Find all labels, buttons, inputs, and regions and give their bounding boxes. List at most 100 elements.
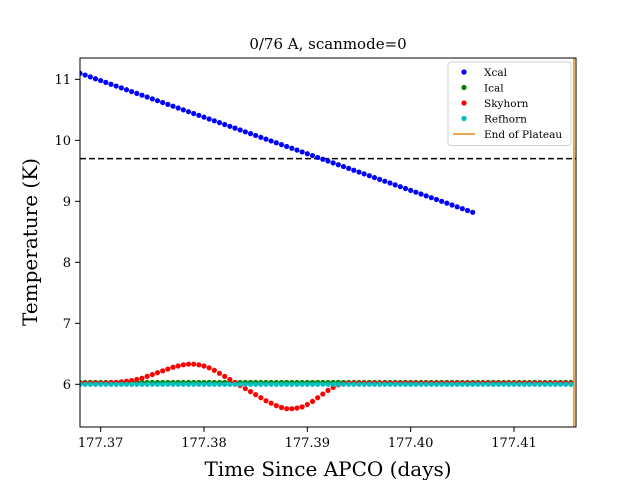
data-point	[335, 162, 341, 168]
data-point	[464, 381, 471, 387]
legend-item-skyhorn: Skyhorn	[461, 98, 529, 110]
data-point	[92, 76, 99, 82]
legend-label: End of Plateau	[484, 129, 562, 141]
legend-item-end-of-plateau: End of Plateau	[453, 129, 562, 141]
data-point	[377, 381, 383, 387]
data-point	[289, 381, 295, 387]
data-point	[423, 381, 429, 387]
data-point	[253, 392, 259, 398]
legend: Xcal Ical Skyhorn Refhorn End of Plateau	[447, 61, 572, 146]
data-point	[289, 145, 295, 151]
data-point	[356, 381, 362, 387]
data-point	[165, 381, 171, 387]
legend-label: Ical	[484, 82, 504, 94]
data-point	[304, 151, 310, 157]
legend-marker	[461, 69, 467, 75]
data-point	[361, 171, 367, 177]
data-point	[521, 381, 527, 387]
data-point	[98, 77, 104, 84]
data-point	[154, 370, 161, 376]
data-point	[134, 376, 140, 383]
data-point	[402, 381, 409, 387]
data-point	[346, 165, 352, 171]
data-point	[408, 381, 414, 387]
data-point	[351, 381, 357, 387]
data-point	[258, 134, 264, 140]
data-point	[568, 381, 574, 387]
y-tick-label: 8	[63, 256, 71, 271]
data-point	[134, 90, 140, 96]
data-point	[284, 406, 290, 412]
data-point	[180, 381, 186, 387]
data-point	[222, 373, 228, 379]
x-axis-title: Time Since APCO (days)	[204, 457, 451, 480]
data-point	[387, 180, 393, 186]
data-point	[139, 381, 145, 387]
legend-item-refhorn: Refhorn	[461, 113, 527, 125]
data-point	[242, 381, 248, 387]
data-point	[103, 79, 109, 85]
data-point	[206, 365, 212, 371]
data-point	[108, 381, 114, 387]
y-tick-label: 11	[54, 73, 71, 88]
data-point	[299, 404, 305, 410]
data-point	[413, 189, 419, 195]
data-point	[201, 381, 207, 387]
data-point	[320, 391, 326, 397]
data-point	[154, 381, 161, 387]
data-point	[506, 381, 512, 387]
data-point	[113, 83, 119, 89]
plot-frame	[79, 57, 577, 428]
data-point	[454, 204, 460, 210]
data-point	[242, 385, 248, 392]
data-point	[103, 381, 109, 387]
y-axis: 6 7 8 9 10 11	[54, 73, 80, 393]
data-point	[185, 381, 192, 387]
data-point	[263, 136, 269, 142]
data-point	[170, 364, 176, 370]
data-point	[470, 209, 476, 215]
data-point	[118, 381, 124, 387]
data-point	[304, 401, 310, 408]
data-point	[206, 381, 212, 387]
data-point	[196, 112, 202, 118]
data-point	[80, 70, 83, 76]
data-point	[433, 381, 440, 387]
data-point	[144, 94, 150, 100]
data-point	[289, 406, 295, 412]
plot-area	[80, 58, 576, 427]
x-tick-label: 177.40	[388, 436, 434, 451]
data-point	[278, 404, 285, 411]
data-point	[129, 378, 135, 384]
data-point	[253, 381, 259, 387]
data-point	[216, 370, 223, 376]
data-point	[129, 88, 135, 95]
data-point	[294, 381, 300, 387]
data-point	[170, 103, 176, 109]
y-axis-title: Temperature (K)	[18, 158, 42, 326]
x-axis: 177.37 177.38 177.39 177.40 177.41	[78, 427, 537, 451]
data-point	[80, 381, 83, 387]
series-xcal	[80, 70, 476, 215]
data-point	[444, 200, 450, 206]
data-point	[185, 109, 192, 115]
legend-marker	[461, 100, 467, 106]
data-point	[201, 363, 207, 369]
data-point	[180, 362, 186, 368]
data-point	[366, 173, 372, 179]
data-point	[191, 361, 197, 367]
legend-label: Xcal	[484, 67, 508, 79]
data-point	[258, 395, 264, 401]
data-point	[273, 381, 279, 387]
data-point	[82, 381, 88, 387]
data-point	[284, 143, 290, 150]
data-point	[247, 381, 254, 387]
data-point	[371, 174, 378, 181]
legend-box	[447, 61, 572, 146]
data-point	[211, 381, 217, 387]
y-tick-label: 10	[54, 134, 71, 149]
data-point	[284, 381, 290, 387]
data-point	[118, 85, 124, 91]
x-tick-label: 177.38	[181, 436, 227, 451]
data-point	[315, 395, 321, 401]
